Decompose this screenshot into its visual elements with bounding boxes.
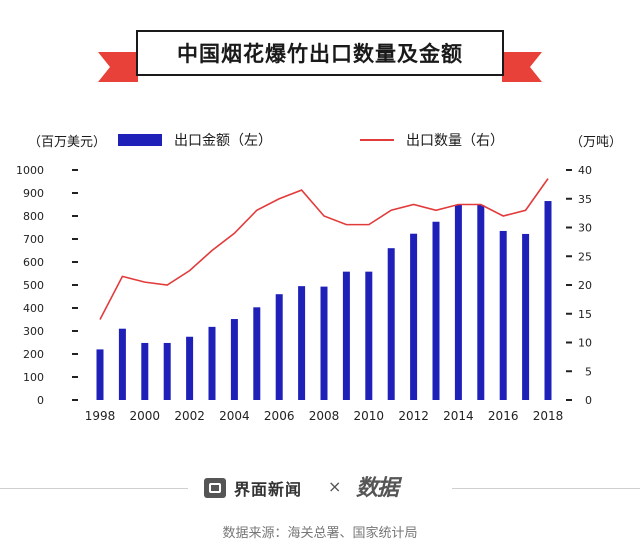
y-left-tick-label: 800: [23, 210, 44, 223]
footer-rule-right: [452, 488, 640, 489]
data-source: 数据来源：海关总署、国家统计局: [222, 526, 418, 541]
bar-2000: [141, 342, 149, 400]
legend-label-line: 出口数量（右）: [406, 133, 504, 149]
x-tick-label: 2018: [533, 409, 564, 423]
y-right-tick-label: 5: [585, 365, 592, 378]
y-right-tick-label: 40: [578, 164, 592, 177]
y-right-tick-label: 0: [585, 394, 592, 407]
x-tick-label: 1998: [85, 409, 116, 423]
bar-2018: [544, 201, 552, 400]
x-tick-label: 2016: [488, 409, 519, 423]
y-left-tick-label: 200: [23, 348, 44, 361]
brand-separator: ×: [328, 477, 342, 496]
brand-name: 界面新闻: [234, 480, 303, 499]
chart-plot: 0 100 200 300 400 500 600 700 800 900 1000 0 5 10 15 20…: [16, 164, 592, 423]
legend-swatch-line: [360, 139, 394, 141]
legend-item-line: 出口数量（右）: [360, 130, 504, 150]
y-right-tick-label: 30: [578, 222, 592, 235]
bar-2015: [477, 204, 485, 400]
bar-1999: [118, 328, 126, 400]
x-tick-label: 2000: [130, 409, 161, 423]
bar-2012: [410, 233, 418, 400]
y-left-tick-label: 600: [23, 256, 44, 269]
x-tick-label: 2014: [443, 409, 474, 423]
bar-2010: [365, 271, 373, 400]
y-left-tick-label: 900: [23, 187, 44, 200]
brand-jiemian: 界面新闻: [204, 476, 302, 500]
y-left-tick-label: 300: [23, 325, 44, 338]
brand-dataWise-logo: 数据: [356, 476, 399, 501]
bar-2002: [186, 336, 194, 400]
y-right-tick-label: 10: [578, 337, 592, 350]
chart-title: 中国烟花爆竹出口数量及金额: [136, 30, 504, 76]
y-left-tick-label: 0: [37, 394, 44, 407]
x-tick-label: 2010: [354, 409, 385, 423]
right-axis-unit: （万吨）: [570, 135, 623, 150]
y-right-tick-label: 15: [578, 308, 592, 321]
bar-2016: [499, 230, 507, 400]
y-left-tick-label: 500: [23, 279, 44, 292]
bar-2008: [320, 286, 328, 400]
x-tick-label: 2006: [264, 409, 295, 423]
x-tick-label: 2012: [398, 409, 429, 423]
brand-logo-icon: [204, 478, 226, 498]
x-tick-label: 2008: [309, 409, 340, 423]
footer-rule-left: [0, 488, 188, 489]
bar-2017: [522, 233, 530, 400]
y-left-tick-label: 400: [23, 302, 44, 315]
bar-2011: [387, 248, 395, 400]
series-line-quantity: [99, 178, 549, 320]
y-left-tick-label: 1000: [16, 164, 44, 177]
x-tick-label: 2004: [219, 409, 250, 423]
bar-1998: [96, 349, 104, 400]
x-tick-label: 2002: [174, 409, 205, 423]
y-right-tick-label: 20: [578, 279, 592, 292]
bar-2013: [432, 221, 440, 400]
y-left-tick-label: 700: [23, 233, 44, 246]
bar-2009: [342, 271, 350, 400]
legend-item-bar: 出口金额（左）: [118, 130, 272, 150]
legend-swatch-bar: [118, 134, 162, 146]
y-left-tick-label: 100: [23, 371, 44, 384]
bar-2001: [163, 342, 171, 400]
left-axis-unit: （百万美元）: [28, 135, 107, 150]
bar-2005: [253, 307, 261, 400]
y-right-tick-label: 25: [578, 250, 592, 263]
bar-2014: [454, 204, 462, 400]
bar-2004: [230, 319, 238, 400]
legend-label-bar: 出口金额（左）: [174, 133, 272, 149]
bar-2006: [275, 294, 283, 400]
y-right-tick-label: 35: [578, 193, 592, 206]
bar-2003: [208, 326, 216, 400]
bar-2007: [298, 286, 306, 400]
